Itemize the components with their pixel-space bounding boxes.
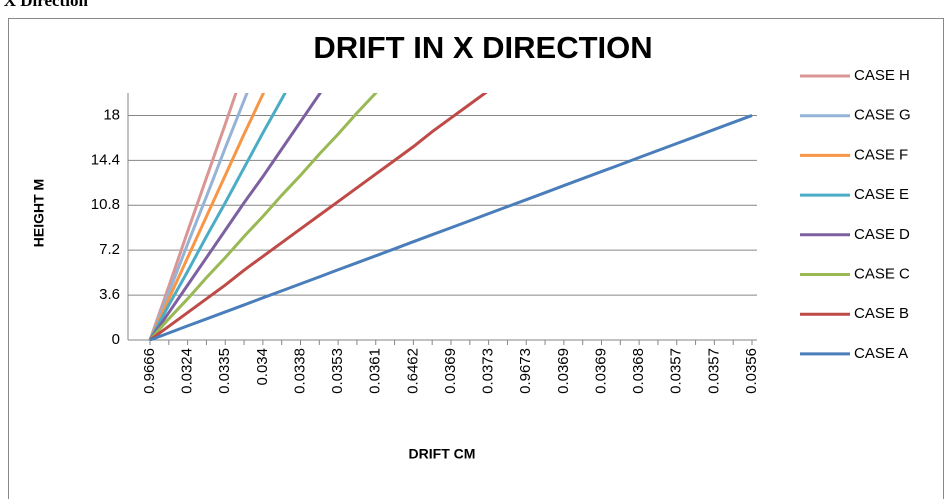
legend-label: CASE E	[854, 186, 909, 203]
line	[148, 93, 238, 341]
legend-label: CASE G	[854, 107, 911, 124]
x-tick-label: 0.0338	[291, 348, 308, 394]
legend-label: CASE A	[854, 345, 908, 362]
x-tick-label: 0.0357	[668, 348, 685, 394]
x-tick-label: 0.0361	[367, 348, 384, 394]
page-heading: n X Direction	[0, 0, 88, 10]
y-tick-label: 3.6	[99, 286, 120, 303]
x-tick-label: 0.0368	[630, 348, 647, 394]
y-tick-label: 10.8	[91, 196, 120, 213]
y-tick-label: 14.4	[91, 151, 120, 168]
x-tick-label: 0.9666	[141, 348, 158, 394]
line	[148, 93, 287, 341]
y-tick-label: 18	[103, 106, 120, 123]
y-axis-label: HEIGHT M	[31, 179, 47, 247]
plot-lines	[148, 93, 753, 341]
legend-label: CASE F	[854, 146, 908, 163]
y-tick-label: 0	[112, 331, 120, 348]
x-tick-label: 0.034	[254, 348, 271, 386]
legend-label: CASE D	[854, 226, 910, 243]
x-tick-label: 0.9673	[517, 348, 534, 394]
x-axis-label: DRIFT CM	[409, 446, 476, 462]
legend-label: CASE B	[854, 305, 909, 322]
line	[148, 93, 378, 341]
x-tick-label: 0.0335	[216, 348, 233, 394]
legend-label: CASE C	[854, 265, 910, 282]
x-tick-label: 0.0324	[179, 348, 196, 394]
line	[148, 93, 266, 341]
x-tick-label: 0.0357	[705, 348, 722, 394]
x-tick-label: 0.0369	[555, 348, 572, 394]
x-tick-label: 0.0369	[592, 348, 609, 394]
x-tick-label: 0.0353	[329, 348, 346, 394]
x-tick-label: 0.0369	[442, 348, 459, 394]
chart-title: DRIFT IN X DIRECTION	[313, 30, 652, 65]
chart-frame	[8, 18, 944, 499]
line	[148, 93, 322, 341]
x-tick-label: 0.0373	[480, 348, 497, 394]
x-tick-label: 0.6462	[404, 348, 421, 394]
line	[149, 114, 753, 341]
y-tick-label: 7.2	[99, 241, 120, 258]
line	[149, 93, 488, 341]
x-tick-label: 0.0356	[743, 348, 760, 394]
legend-label: CASE H	[854, 67, 910, 84]
line	[148, 93, 249, 341]
